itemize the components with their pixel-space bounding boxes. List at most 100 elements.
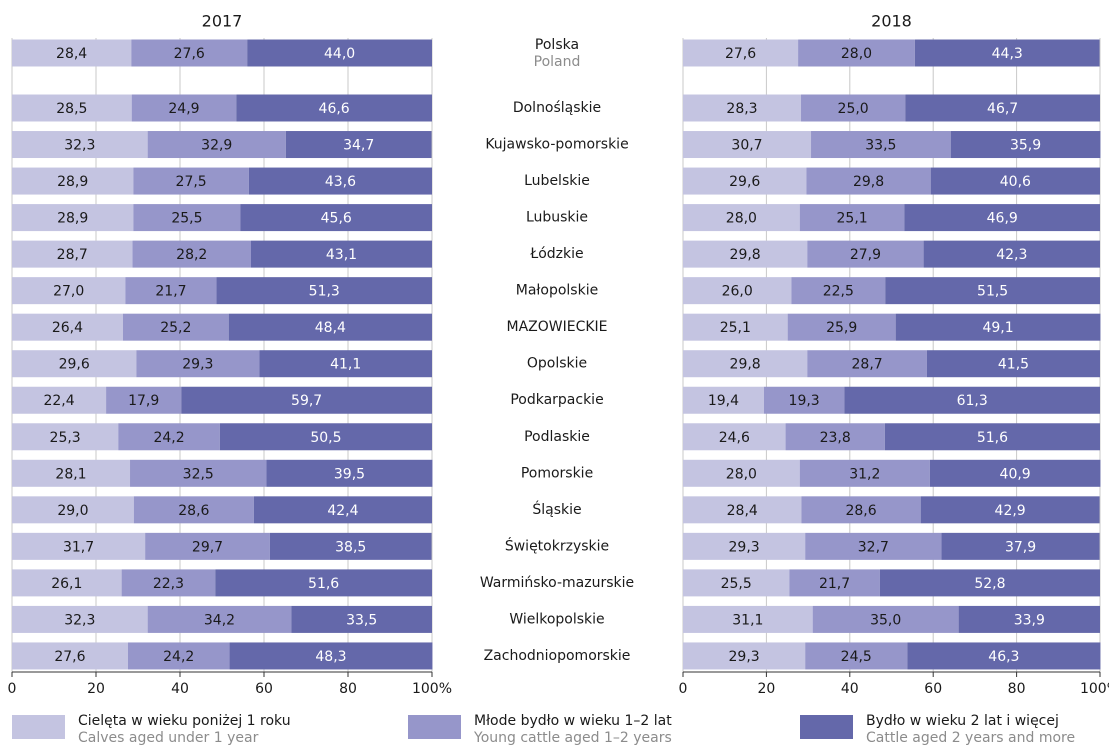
bar-segment <box>133 167 249 195</box>
bar-segment <box>799 459 930 487</box>
bar-segment <box>806 167 931 195</box>
bar-segment <box>807 240 924 268</box>
legend-label: Młode bydło w wieku 1–2 lat <box>474 713 672 729</box>
x-tick-label: 80 <box>1008 681 1026 697</box>
bar-segment <box>130 459 267 487</box>
value-label: 46,3 <box>988 649 1019 665</box>
bar-segment <box>683 277 792 305</box>
bar-segment <box>683 605 813 633</box>
value-label: 35,0 <box>870 612 901 628</box>
x-tick-label: 100% <box>412 681 452 697</box>
bar-segment <box>683 350 808 378</box>
bar-segment <box>787 313 896 341</box>
category-label: Lubuskie <box>526 210 588 226</box>
value-label: 61,3 <box>957 393 988 409</box>
bar-segment <box>259 350 432 378</box>
value-label: 27,0 <box>53 284 84 300</box>
value-label: 17,9 <box>128 393 159 409</box>
value-label: 29,6 <box>59 357 90 373</box>
bar-segment <box>798 39 915 67</box>
value-label: 42,4 <box>327 503 358 519</box>
value-label: 29,3 <box>729 649 760 665</box>
value-label: 32,9 <box>201 138 232 154</box>
value-label: 22,4 <box>43 393 74 409</box>
value-label: 27,6 <box>54 649 85 665</box>
bar-segment <box>683 131 812 159</box>
value-label: 28,9 <box>57 211 88 227</box>
panel-title: 2018 <box>871 12 912 31</box>
value-label: 28,0 <box>726 466 757 482</box>
bar-segment <box>12 496 134 524</box>
category-label: Zachodniopomorskie <box>484 648 631 664</box>
value-label: 33,5 <box>346 612 377 628</box>
x-tick-label: 0 <box>679 681 688 697</box>
value-label: 32,3 <box>64 612 95 628</box>
bar-segment <box>12 423 119 451</box>
value-label: 28,3 <box>726 101 757 117</box>
x-tick-label: 60 <box>255 681 273 697</box>
x-tick-label: 40 <box>171 681 189 697</box>
value-label: 34,7 <box>343 138 374 154</box>
value-label: 28,6 <box>845 503 876 519</box>
bar-segment <box>929 459 1101 487</box>
value-label: 28,7 <box>852 357 883 373</box>
category-label: Warmińsko-mazurskie <box>480 575 634 591</box>
bar-segment <box>12 313 123 341</box>
bar-segment <box>133 496 254 524</box>
bar-segment <box>12 350 137 378</box>
bar-segment <box>807 350 927 378</box>
bar-segment <box>12 277 126 305</box>
value-label: 22,3 <box>153 576 184 592</box>
category-label: Lubelskie <box>524 173 590 189</box>
value-label: 37,9 <box>1005 539 1036 555</box>
bar-segment <box>12 39 132 67</box>
bar-segment <box>791 277 886 305</box>
x-tick-label: 60 <box>924 681 942 697</box>
value-label: 52,8 <box>974 576 1005 592</box>
value-label: 29,0 <box>57 503 88 519</box>
bar-segment <box>926 350 1100 378</box>
bar-segment <box>683 569 790 597</box>
value-label: 51,5 <box>977 284 1008 300</box>
bar-segment <box>133 204 241 232</box>
value-label: 21,7 <box>819 576 850 592</box>
bar-segment <box>253 496 432 524</box>
x-tick-label: 40 <box>841 681 859 697</box>
bar-segment <box>895 313 1101 341</box>
value-label: 28,2 <box>176 247 207 263</box>
value-label: 31,1 <box>732 612 763 628</box>
legend-swatch <box>12 715 65 739</box>
value-label: 46,6 <box>319 101 350 117</box>
panel-title: 2017 <box>202 12 243 31</box>
bar-segment <box>12 386 107 414</box>
value-label: 23,8 <box>820 430 851 446</box>
bar-segment <box>683 532 806 560</box>
value-label: 44,0 <box>324 46 355 62</box>
category-label: Podkarpackie <box>510 392 603 408</box>
category-label: Dolnośląskie <box>513 100 601 116</box>
value-label: 43,6 <box>325 174 356 190</box>
bar-segment <box>683 313 788 341</box>
bar-segment <box>106 386 182 414</box>
category-label: Małopolskie <box>516 283 598 299</box>
bar-segment <box>805 642 908 670</box>
bar-segment <box>884 423 1100 451</box>
bar-segment <box>785 423 885 451</box>
value-label: 24,2 <box>153 430 184 446</box>
value-label: 49,1 <box>982 320 1013 336</box>
value-label: 31,2 <box>849 466 880 482</box>
bar-segment <box>683 167 807 195</box>
bar-segment <box>811 131 951 159</box>
category-label: Łódzkie <box>529 246 583 262</box>
bar-segment <box>683 642 806 670</box>
value-label: 51,6 <box>977 430 1008 446</box>
bar-segment <box>216 277 432 305</box>
value-label: 25,2 <box>160 320 191 336</box>
value-label: 41,1 <box>330 357 361 373</box>
legend-swatch <box>408 715 461 739</box>
bar-segment <box>801 94 906 122</box>
value-label: 48,3 <box>315 649 346 665</box>
value-label: 44,3 <box>992 46 1023 62</box>
bar-segment <box>920 496 1100 524</box>
